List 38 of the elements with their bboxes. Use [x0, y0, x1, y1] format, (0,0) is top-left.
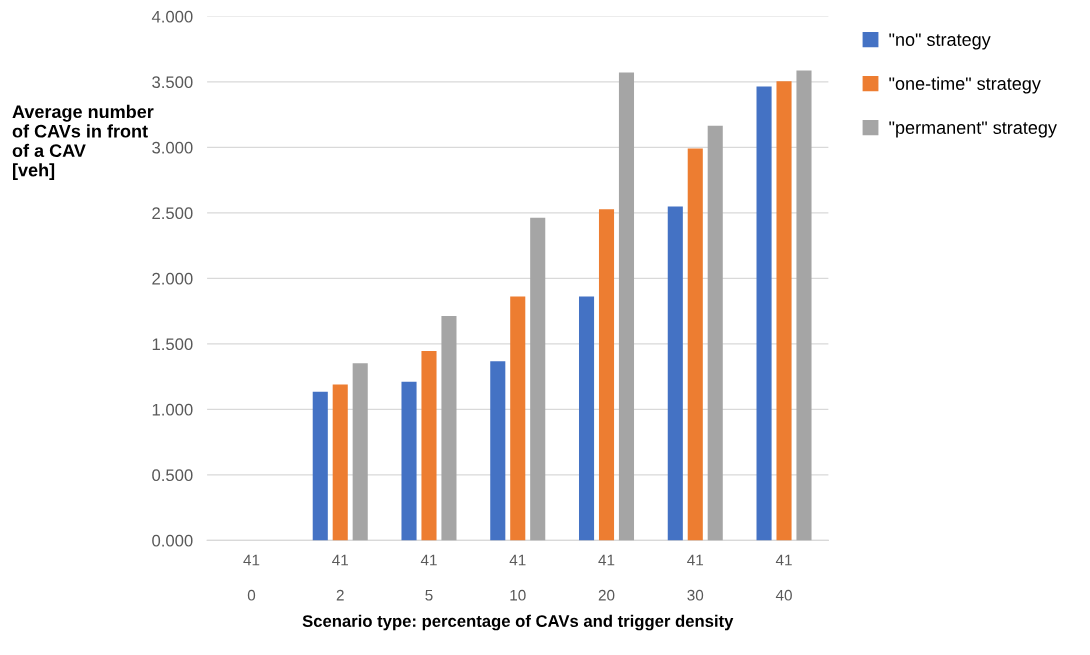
- category-label: 41 5: [420, 554, 437, 601]
- category-label: 41 10: [509, 554, 526, 601]
- bar: [687, 148, 703, 541]
- legend-label: "one-time" strategy: [889, 76, 1041, 94]
- y-tick-label: 3.000: [152, 141, 193, 154]
- y-tick-label: 2.000: [152, 272, 193, 285]
- category-label: 41 20: [598, 554, 615, 601]
- x-axis-title: Scenario type: percentage of CAVs and trigger density: [302, 614, 734, 631]
- bar: [332, 384, 348, 541]
- y-tick-label: 4.000: [151, 10, 193, 23]
- y-tick-label: 3.500: [152, 76, 193, 89]
- category-label: 41 30: [687, 554, 704, 601]
- y-tick-label: 1.000: [152, 403, 193, 416]
- bar: [530, 217, 546, 541]
- y-tick-label: 0.000: [152, 534, 193, 547]
- y-tick-label: 2.500: [152, 207, 193, 220]
- bar: [756, 86, 772, 541]
- legend-label: "no" strategy: [889, 33, 991, 50]
- bar: [490, 361, 506, 541]
- bar: [510, 296, 526, 541]
- bar: [578, 296, 595, 541]
- category-label: 41 40: [775, 554, 792, 601]
- bar: [667, 206, 683, 541]
- y-tick-label: 1.500: [152, 338, 193, 351]
- category-label: 41 2: [332, 554, 348, 601]
- bar: [707, 125, 723, 541]
- bar: [401, 381, 417, 541]
- bar: [441, 315, 457, 541]
- legend-label: "permanent" strategy: [889, 121, 1057, 138]
- bar: [421, 351, 437, 541]
- bar: [352, 363, 368, 541]
- bar: [618, 72, 635, 541]
- bar: [796, 70, 812, 541]
- bar: [598, 209, 615, 541]
- category-label: 41 0: [243, 554, 260, 601]
- y-tick-label: 0.500: [152, 469, 193, 482]
- bar: [776, 81, 792, 541]
- bar: [312, 391, 328, 541]
